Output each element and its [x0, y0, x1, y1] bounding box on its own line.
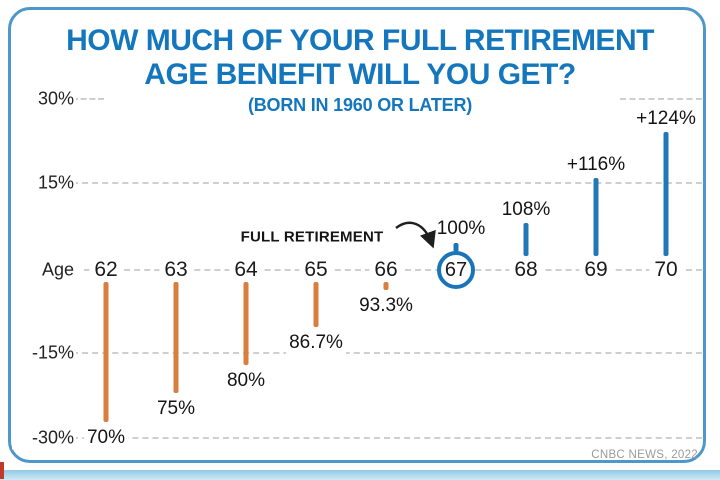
- value-label-age-63: 75%: [153, 398, 199, 421]
- bar-age-64: [243, 282, 249, 365]
- gridline-30pct: [72, 97, 104, 100]
- y-axis-label: -30%: [12, 426, 76, 449]
- bar-age-69: [593, 177, 599, 256]
- bar-age-63: [173, 282, 179, 394]
- value-label-age-62: 70%: [83, 426, 129, 449]
- page-subtitle: (BORN IN 1960 OR LATER): [247, 95, 473, 115]
- page-title-line2: AGE BENEFIT WILL YOU GET?: [144, 58, 576, 91]
- full-retirement-tick: [453, 243, 459, 252]
- y-axis-label: 15%: [12, 171, 76, 195]
- age-label-62: 62: [89, 258, 123, 282]
- bottom-strip-decor: [0, 470, 720, 480]
- page-title-line1: HOW MUCH OF YOUR FULL RETIREMENT: [66, 24, 654, 57]
- title-block: HOW MUCH OF YOUR FULL RETIREMENT AGE BEN…: [0, 24, 720, 116]
- source-credit: CNBC NEWS, 2022: [591, 449, 698, 461]
- bar-age-66: [383, 282, 389, 290]
- x-axis-title: Age: [12, 258, 76, 282]
- age-label-65: 65: [299, 258, 333, 282]
- value-label-age-68: 108%: [501, 198, 551, 220]
- y-axis-label: 30%: [12, 87, 76, 110]
- value-label-age-64: 80%: [223, 370, 269, 392]
- bar-age-62: [103, 282, 109, 422]
- left-edge-artifact: [0, 462, 4, 479]
- annotation-arrow-icon: [395, 221, 436, 249]
- age-label-70: 70: [649, 258, 683, 282]
- value-label-age-70: +124%: [636, 108, 696, 130]
- value-label-age-69: +116%: [566, 153, 626, 175]
- bar-age-70: [663, 132, 669, 256]
- age-label-69: 69: [579, 258, 613, 282]
- gridline--30pct: [72, 436, 702, 439]
- age-label-64: 64: [229, 258, 263, 282]
- gridline-15pct: [72, 182, 702, 185]
- bar-age-68: [523, 222, 529, 256]
- value-label-age-65: 86.7%: [286, 332, 346, 355]
- value-label-age-66: 93.3%: [356, 294, 416, 317]
- age-label-68: 68: [509, 258, 543, 282]
- age-label-66: 66: [369, 258, 403, 282]
- bar-age-65: [313, 282, 319, 328]
- full-retirement-circle-age-67: 67: [437, 251, 475, 289]
- gridline--15pct: [72, 351, 702, 354]
- value-label-age-67: 100%: [436, 218, 486, 239]
- gridline-30pct: [620, 97, 702, 100]
- annotation-label: FULL RETIREMENT: [238, 228, 386, 246]
- y-axis-label: -15%: [12, 341, 76, 365]
- age-label-63: 63: [159, 258, 193, 282]
